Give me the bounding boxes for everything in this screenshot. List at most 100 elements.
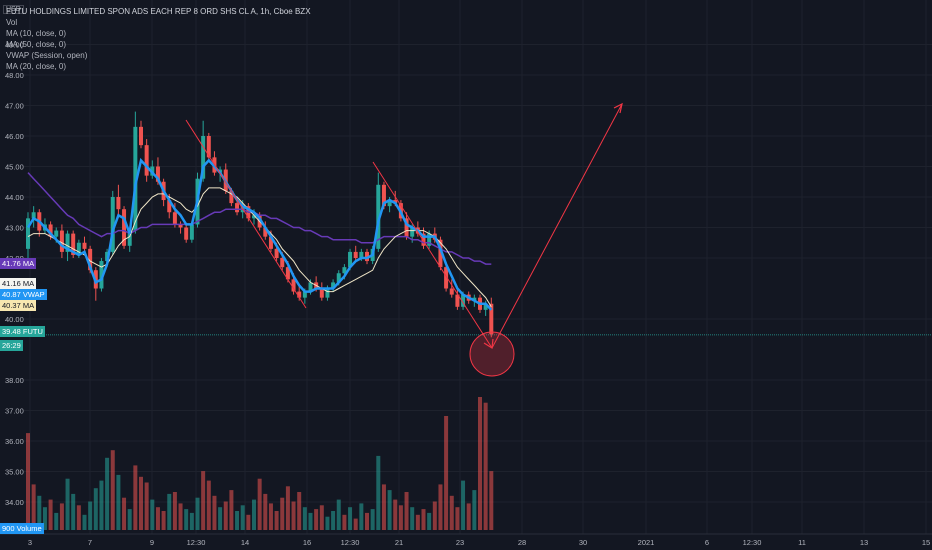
volume-bar xyxy=(472,490,477,530)
candle-body xyxy=(110,197,115,252)
candle-body xyxy=(427,233,432,246)
volume-bar xyxy=(438,484,443,530)
volume-bar xyxy=(127,509,132,530)
volume-bar xyxy=(263,493,268,530)
volume-bar xyxy=(466,503,471,530)
candle-body xyxy=(71,233,76,255)
candle-body xyxy=(381,184,386,207)
x-tick-label: 6 xyxy=(705,538,709,547)
candle-body xyxy=(82,242,87,249)
candle-body xyxy=(421,233,426,246)
badge-ma50: 41.76 MA xyxy=(0,258,37,269)
candle-body xyxy=(54,230,59,237)
volume-bar xyxy=(257,478,262,530)
x-tick-label: 11 xyxy=(798,538,806,547)
legend-ma20[interactable]: MA (20, close, 0) xyxy=(6,62,67,71)
y-tick-label: 43.00 xyxy=(5,224,24,233)
candle-body xyxy=(144,145,149,176)
legend-ma50[interactable]: MA (50, close, 0) xyxy=(6,40,67,49)
badge-countdown: 26:29 xyxy=(0,340,23,351)
volume-bar xyxy=(150,499,155,530)
candle-body xyxy=(48,224,53,237)
chart-legend: FUTU HOLDINGS LIMITED SPON ADS EACH REP … xyxy=(6,6,311,72)
volume-bar xyxy=(99,480,104,530)
volume-bar xyxy=(359,503,364,530)
volume-bar xyxy=(139,476,143,530)
volume-bar xyxy=(478,397,482,530)
candle-body xyxy=(252,215,256,219)
candle-body xyxy=(76,242,81,255)
volume-bar xyxy=(348,507,353,530)
candle-body xyxy=(285,267,290,280)
volume-bar xyxy=(291,501,296,530)
volume-bar xyxy=(31,484,36,530)
candle-body xyxy=(139,126,143,146)
x-tick-label: 13 xyxy=(860,538,868,547)
candle-body xyxy=(359,251,364,258)
candle-body xyxy=(189,224,194,240)
volume-bar xyxy=(144,482,149,530)
legend-vwap[interactable]: VWAP (Session, open) xyxy=(6,51,88,60)
volume-bar xyxy=(93,488,98,530)
volume-bar xyxy=(184,509,189,530)
volume-bar xyxy=(229,490,234,530)
candle-body xyxy=(26,218,30,249)
volume-bar xyxy=(489,471,494,530)
y-tick-label: 44.00 xyxy=(5,193,24,202)
legend-volume[interactable]: Vol xyxy=(6,18,18,27)
volume-bar xyxy=(42,507,47,530)
x-tick-label: 12:30 xyxy=(743,538,762,547)
candle-body xyxy=(105,251,110,262)
y-tick-label: 49.00 xyxy=(5,41,24,50)
candle-body xyxy=(336,273,341,283)
currency-label[interactable]: USD xyxy=(3,5,24,14)
candle-body xyxy=(297,291,302,298)
candle-body xyxy=(172,212,177,225)
badge-ma-yellow: 40.37 MA xyxy=(0,300,37,311)
volume-bar xyxy=(336,499,341,530)
volume-bar xyxy=(167,493,172,530)
candle-body xyxy=(444,267,449,289)
y-tick-label: 36.00 xyxy=(5,437,24,446)
projection-line xyxy=(491,103,623,349)
candle-body xyxy=(88,248,93,271)
y-tick-label: 47.00 xyxy=(5,102,24,111)
candle-body xyxy=(99,261,104,289)
volume-bar xyxy=(387,490,392,530)
x-tick-label: 2021 xyxy=(638,538,655,547)
y-tick-label: 35.00 xyxy=(5,468,24,477)
candle-body xyxy=(489,303,494,335)
candle-body xyxy=(365,251,369,262)
volume-bar xyxy=(65,478,70,530)
volume-bar xyxy=(206,480,211,530)
volume-bar xyxy=(353,518,358,530)
symbol-title[interactable]: FUTU HOLDINGS LIMITED SPON ADS EACH REP … xyxy=(6,7,311,16)
volume-bar xyxy=(308,512,313,530)
volume-bar xyxy=(189,512,194,530)
volume-bar xyxy=(376,455,381,530)
volume-bar xyxy=(449,495,454,530)
volume-bar xyxy=(201,471,206,530)
candle-body xyxy=(291,279,296,292)
legend-ma10[interactable]: MA (10, close, 0) xyxy=(6,29,67,38)
volume-bar xyxy=(155,507,160,530)
candle-body xyxy=(438,239,443,268)
candle-body xyxy=(167,200,172,213)
x-tick-label: 7 xyxy=(88,538,92,547)
volume-bar xyxy=(319,505,324,530)
volume-bar xyxy=(178,503,183,530)
candle-body xyxy=(483,303,488,310)
volume-bar xyxy=(212,495,217,530)
y-tick-label: 37.00 xyxy=(5,407,24,416)
candle-body xyxy=(455,294,460,307)
candle-body xyxy=(342,267,347,274)
volume-bar xyxy=(26,433,30,530)
candle-body xyxy=(268,236,273,249)
volume-bar xyxy=(116,474,121,530)
volume-bar xyxy=(195,497,200,530)
volume-bar xyxy=(240,505,245,530)
y-tick-label: 38.00 xyxy=(5,376,24,385)
ma10-line xyxy=(26,157,493,311)
